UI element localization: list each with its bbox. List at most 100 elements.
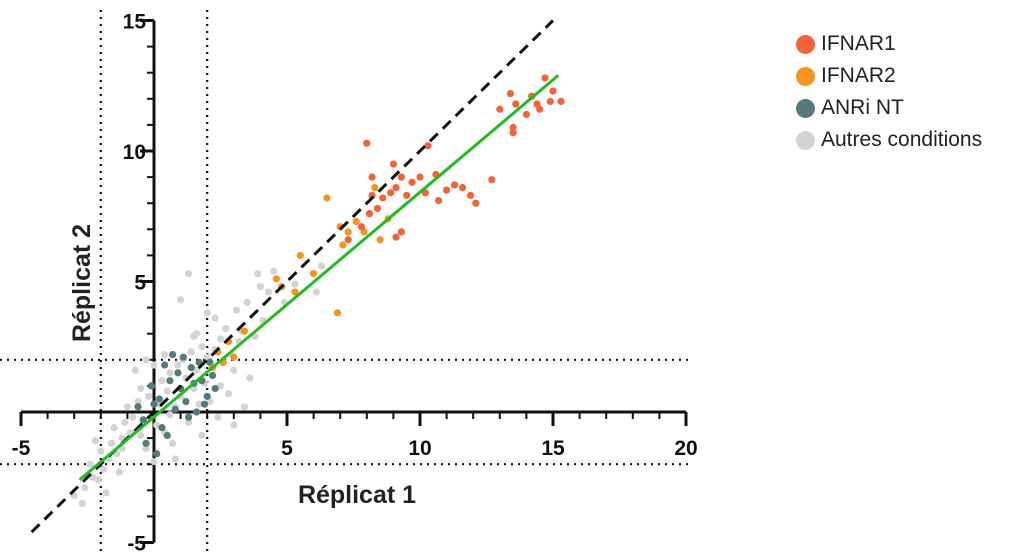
point-ifnar1 — [435, 196, 443, 205]
legend-label: IFNAR1 — [821, 32, 896, 55]
legend-item-anri-nt: ANRi NT — [796, 92, 982, 124]
point-ifnar1 — [506, 89, 515, 98]
point-autres-conditions — [129, 413, 137, 421]
data-points — [70, 74, 565, 507]
point-anri-nt — [142, 439, 150, 447]
legend-label: Autres conditions — [821, 128, 983, 151]
point-ifnar1 — [365, 210, 374, 218]
point-autres-conditions — [184, 270, 193, 278]
point-autres-conditions — [166, 411, 174, 419]
point-autres-conditions — [110, 424, 118, 432]
point-autres-conditions — [131, 366, 139, 374]
point-ifnar1 — [466, 191, 475, 199]
point-autres-conditions — [184, 418, 193, 427]
point-autres-conditions — [91, 437, 100, 445]
point-ifnar1 — [416, 173, 424, 181]
point-anri-nt — [169, 350, 177, 359]
point-ifnar1 — [496, 105, 504, 113]
point-ifnar1 — [424, 142, 432, 150]
point-anri-nt — [211, 384, 219, 393]
point-ifnar1 — [408, 178, 416, 186]
point-anri-nt — [139, 416, 147, 424]
point-autres-conditions — [312, 288, 320, 296]
point-ifnar1 — [549, 87, 557, 95]
point-autres-conditions — [171, 455, 179, 463]
point-anri-nt — [163, 431, 171, 440]
point-autres-conditions — [81, 484, 89, 492]
y-tick-label: 5 — [134, 272, 146, 295]
point-anri-nt — [187, 364, 195, 372]
point-anri-nt — [179, 353, 187, 361]
point-autres-conditions — [254, 270, 262, 278]
point-anri-nt — [147, 382, 155, 390]
point-ifnar1 — [344, 236, 352, 244]
point-ifnar2 — [333, 309, 342, 317]
point-autres-conditions — [150, 457, 158, 466]
point-ifnar2 — [230, 353, 238, 361]
point-ifnar1 — [363, 139, 371, 147]
point-autres-conditions — [78, 499, 86, 507]
point-autres-conditions — [161, 350, 169, 359]
legend-swatch-anri-nt — [796, 98, 815, 118]
point-autres-conditions — [270, 267, 278, 275]
legend-swatch-ifnar1 — [796, 34, 815, 54]
legend-item-ifnar1: IFNAR1 — [796, 28, 982, 60]
legend-label: ANRi NT — [821, 96, 904, 119]
point-autres-conditions — [142, 444, 150, 453]
point-anri-nt — [155, 395, 163, 403]
y-tick-label: 15 — [123, 11, 147, 34]
y-tick-label: 10 — [123, 141, 146, 164]
point-ifnar1 — [392, 233, 400, 241]
point-anri-nt — [134, 403, 142, 411]
point-autres-conditions — [86, 460, 94, 468]
threshold-lines — [0, 10, 688, 555]
point-autres-conditions — [240, 403, 249, 411]
point-ifnar1 — [450, 181, 459, 189]
point-autres-conditions — [230, 421, 238, 429]
point-ifnar1 — [546, 97, 554, 106]
point-autres-conditions — [158, 377, 166, 385]
point-autres-conditions — [230, 366, 238, 374]
point-autres-conditions — [198, 431, 206, 440]
point-ifnar2 — [376, 236, 384, 244]
point-autres-conditions — [121, 418, 129, 427]
point-autres-conditions — [134, 397, 142, 406]
point-autres-conditions — [145, 392, 153, 400]
point-autres-conditions — [174, 361, 182, 369]
point-ifnar1 — [357, 223, 366, 231]
point-anri-nt — [171, 405, 179, 413]
point-autres-conditions — [107, 439, 116, 447]
point-anri-nt — [158, 424, 166, 432]
point-autres-conditions — [246, 374, 254, 382]
point-autres-conditions — [214, 413, 222, 421]
point-ifnar1 — [557, 97, 565, 106]
point-ifnar1 — [509, 129, 517, 137]
point-ifnar1 — [387, 189, 395, 197]
point-ifnar1 — [379, 194, 387, 202]
point-ifnar2 — [339, 241, 347, 249]
point-ifnar2 — [291, 288, 299, 296]
point-autres-conditions — [264, 288, 272, 296]
tick-labels: -5 5 10 15 20 -5 5 10 15 — [12, 11, 698, 555]
point-autres-conditions — [222, 324, 230, 333]
legend-item-ifnar2: IFNAR2 — [796, 60, 982, 92]
point-anri-nt — [150, 400, 158, 408]
point-autres-conditions — [177, 296, 185, 304]
point-autres-conditions — [243, 298, 251, 306]
x-axis-title: Réplicat 1 — [298, 481, 416, 509]
point-anri-nt — [182, 397, 190, 406]
point-autres-conditions — [166, 369, 174, 377]
point-autres-conditions — [99, 465, 108, 474]
legend-swatch-ifnar2 — [796, 66, 815, 86]
point-autres-conditions — [137, 384, 145, 393]
point-ifnar2 — [296, 251, 304, 259]
legend-swatch-autres-conditions — [796, 130, 815, 150]
point-ifnar1 — [458, 183, 467, 192]
point-autres-conditions — [137, 431, 145, 440]
y-axis-title: Réplicat 2 — [68, 224, 96, 342]
point-autres-conditions — [94, 476, 102, 484]
point-autres-conditions — [291, 280, 299, 288]
point-ifnar1 — [512, 100, 520, 108]
point-autres-conditions — [195, 400, 203, 408]
point-ifnar1 — [472, 199, 480, 207]
